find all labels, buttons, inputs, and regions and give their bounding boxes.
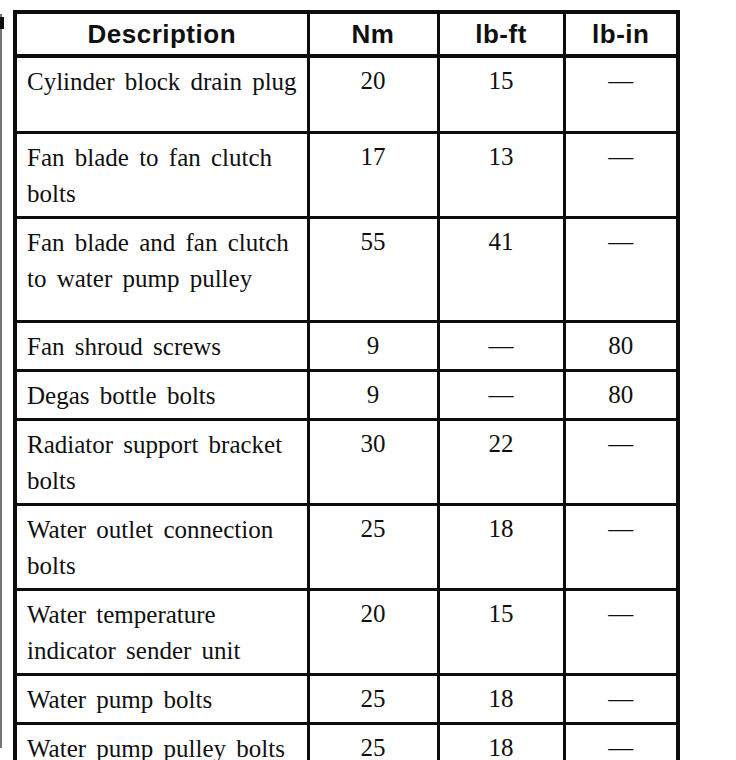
description-cell: Water pump pulley bolts <box>15 723 308 760</box>
nm-cell: 17 <box>308 132 438 217</box>
nm-cell: 9 <box>308 321 438 370</box>
lbin-cell: — <box>564 723 678 760</box>
description-cell: Water temperature indicator sender unit <box>15 589 308 674</box>
scan-edge-blob <box>0 17 4 29</box>
nm-cell: 9 <box>308 370 438 419</box>
lbin-cell: — <box>564 504 678 589</box>
description-cell: Cylinder block drain plug <box>15 56 308 132</box>
lbft-cell: 41 <box>438 217 564 321</box>
description-cell: Fan shroud screws <box>15 321 308 370</box>
description-cell: Degas bottle bolts <box>15 370 308 419</box>
lbin-cell: — <box>564 674 678 723</box>
lbft-cell: 18 <box>438 504 564 589</box>
table-row: Cylinder block drain plug 20 15 — <box>15 56 678 132</box>
header-description: Description <box>15 12 308 56</box>
lbin-cell: — <box>564 56 678 132</box>
lbft-cell: — <box>438 370 564 419</box>
header-nm: Nm <box>308 12 438 56</box>
description-cell: Fan blade and fan clutch to water pump p… <box>15 217 308 321</box>
lbin-cell: 80 <box>564 321 678 370</box>
table-row: Degas bottle bolts 9 — 80 <box>15 370 678 419</box>
nm-cell: 20 <box>308 589 438 674</box>
scan-edge-artifact <box>0 14 2 748</box>
nm-cell: 55 <box>308 217 438 321</box>
table-header-row: Description Nm lb-ft lb-in <box>15 12 678 56</box>
table-row: Water outlet connection bolts 25 18 — <box>15 504 678 589</box>
table-row: Radiator support bracket bolts 30 22 — <box>15 419 678 504</box>
lbft-cell: 13 <box>438 132 564 217</box>
table-row: Water pump pulley bolts 25 18 — <box>15 723 678 760</box>
header-lbin: lb-in <box>564 12 678 56</box>
nm-cell: 30 <box>308 419 438 504</box>
description-cell: Radiator support bracket bolts <box>15 419 308 504</box>
scanned-manual-page: Description Nm lb-ft lb-in Cylinder bloc… <box>0 0 736 760</box>
nm-cell: 25 <box>308 504 438 589</box>
lbft-cell: — <box>438 321 564 370</box>
lbin-cell: — <box>564 589 678 674</box>
table-row: Fan blade and fan clutch to water pump p… <box>15 217 678 321</box>
lbft-cell: 22 <box>438 419 564 504</box>
lbin-cell: — <box>564 132 678 217</box>
lbin-cell: — <box>564 419 678 504</box>
lbft-cell: 15 <box>438 589 564 674</box>
nm-cell: 25 <box>308 723 438 760</box>
nm-cell: 25 <box>308 674 438 723</box>
header-lbft: lb-ft <box>438 12 564 56</box>
lbft-cell: 15 <box>438 56 564 132</box>
nm-cell: 20 <box>308 56 438 132</box>
description-cell: Fan blade to fan clutch bolts <box>15 132 308 217</box>
table-row: Fan shroud screws 9 — 80 <box>15 321 678 370</box>
description-cell: Water pump bolts <box>15 674 308 723</box>
lbft-cell: 18 <box>438 674 564 723</box>
lbin-cell: — <box>564 217 678 321</box>
description-cell: Water outlet connection bolts <box>15 504 308 589</box>
lbft-cell: 18 <box>438 723 564 760</box>
table-row: Water temperature indicator sender unit … <box>15 589 678 674</box>
lbin-cell: 80 <box>564 370 678 419</box>
table-row: Water pump bolts 25 18 — <box>15 674 678 723</box>
table-row: Fan blade to fan clutch bolts 17 13 — <box>15 132 678 217</box>
torque-spec-table: Description Nm lb-ft lb-in Cylinder bloc… <box>13 10 680 760</box>
